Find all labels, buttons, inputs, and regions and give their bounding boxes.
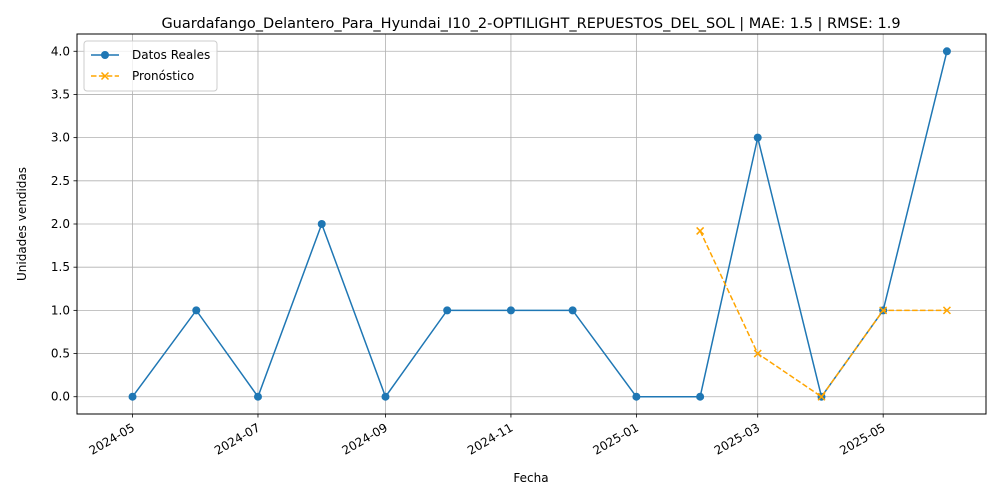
- y-tick-label: 1.5: [51, 260, 70, 274]
- y-tick-label: 2.0: [51, 217, 70, 231]
- y-tick-label: 3.0: [51, 131, 70, 145]
- y-tick-label: 0.5: [51, 347, 70, 361]
- data-point-real: [753, 133, 762, 142]
- data-point-real: [128, 392, 137, 401]
- legend: Datos Reales Pronóstico: [83, 40, 218, 92]
- data-point-forecast: [879, 306, 888, 315]
- data-point-forecast: [753, 349, 762, 358]
- y-tick-label: 1.0: [51, 303, 70, 317]
- y-axis-label: Unidades vendidas: [15, 167, 29, 281]
- legend-label-forecast: Pronóstico: [132, 69, 194, 83]
- data-point-real: [506, 306, 515, 315]
- data-point-real: [696, 392, 705, 401]
- y-tick-label: 3.5: [51, 87, 70, 101]
- data-point-real: [443, 306, 452, 315]
- data-point-forecast: [817, 392, 826, 401]
- data-point-real: [192, 306, 201, 315]
- chart-title: Guardafango_Delantero_Para_Hyundai_I10_2…: [161, 16, 900, 32]
- legend-label-real: Datos Reales: [132, 48, 210, 62]
- series-line-forecast: [699, 230, 947, 398]
- y-axis-ticks: 0.0 0.5 1.0 1.5 2.0 2.5 3.0 3.5 4.0: [51, 44, 77, 404]
- series-layer: [128, 47, 951, 401]
- x-axis-label: Fecha: [513, 471, 548, 485]
- data-point-forecast: [942, 306, 951, 315]
- legend-marker-real: [101, 51, 109, 59]
- legend-marker-forecast: [100, 71, 110, 81]
- legend-box: [83, 40, 218, 92]
- data-point-real: [381, 392, 390, 401]
- data-point-real: [253, 392, 262, 401]
- y-tick-label: 4.0: [51, 44, 70, 58]
- y-tick-label: 0.0: [51, 390, 70, 404]
- data-point-forecast: [696, 226, 705, 235]
- data-point-real: [942, 47, 951, 56]
- data-point-real: [632, 392, 641, 401]
- data-point-real: [317, 220, 326, 228]
- y-tick-label: 2.5: [51, 174, 70, 188]
- series-line-real: [131, 51, 948, 399]
- data-point-real: [568, 306, 577, 315]
